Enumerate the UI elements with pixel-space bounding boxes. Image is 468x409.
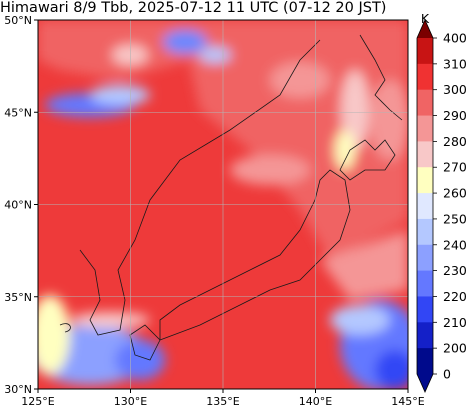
colorbar-level-label: 210 <box>443 315 467 330</box>
lon-tick-label: 135°E <box>206 395 239 408</box>
colorbar-level-label: 270 <box>443 160 467 175</box>
colorbar-level-label: 240 <box>443 237 467 252</box>
lon-tick-label: 125°E <box>21 395 54 408</box>
colorbar-segment <box>417 270 433 297</box>
colorbar-segment <box>417 38 433 65</box>
map-title: Himawari 8/9 Tbb, 2025-07-12 11 UTC (07-… <box>0 0 387 16</box>
colorbar-segment <box>417 218 433 246</box>
colorbar-segments <box>416 19 434 393</box>
colorbar-unit-label: K <box>421 11 430 26</box>
lon-tick-label: 130°E <box>114 395 147 408</box>
lat-tick-label: 45°N <box>4 106 32 119</box>
lat-tick-label: 35°N <box>4 291 32 304</box>
colorbar-level-label: 200 <box>443 341 467 356</box>
colorbar-segment <box>417 115 433 142</box>
lat-tick-label: 30°N <box>4 383 32 396</box>
lat-tick-label: 50°N <box>4 14 32 27</box>
colorbar-level-label: 250 <box>443 211 467 226</box>
lon-tick-label: 140°E <box>299 395 332 408</box>
colorbar-level-label: 290 <box>443 108 467 123</box>
colorbar-level-label: 0 <box>443 367 451 382</box>
colorbar-segment <box>417 244 433 272</box>
colorbar-level-label: 400 <box>443 31 467 46</box>
coastlines <box>59 34 403 361</box>
colorbar-level-label: 260 <box>443 186 467 201</box>
colorbar-segment <box>417 167 433 194</box>
colorbar-segment <box>417 296 433 323</box>
colorbar-segment <box>417 89 433 117</box>
colorbar-segment <box>417 141 433 168</box>
graticule <box>38 20 408 389</box>
colorbar-level-label: 280 <box>443 134 467 149</box>
colorbar-extend-min <box>417 374 433 392</box>
colorbar-segment <box>417 348 433 375</box>
lat-tick-label: 40°N <box>4 199 32 212</box>
colorbar-extend-max <box>417 20 433 38</box>
colorbar-level-label: 310 <box>443 56 467 71</box>
colorbar-segment <box>417 193 433 220</box>
satellite-image <box>38 20 408 389</box>
colorbar-level-label: 230 <box>443 263 467 278</box>
colorbar-segment <box>417 322 433 349</box>
colorbar-segment <box>417 63 433 91</box>
colorbar-level-label: 220 <box>443 289 467 304</box>
colorbar: K 400 310 300 290 280 270 260 250 240 230 220 210 20… <box>416 11 467 393</box>
lon-tick-label: 145°E <box>391 395 424 408</box>
colorbar-level-label: 300 <box>443 82 467 97</box>
axis-ticks <box>34 19 409 393</box>
